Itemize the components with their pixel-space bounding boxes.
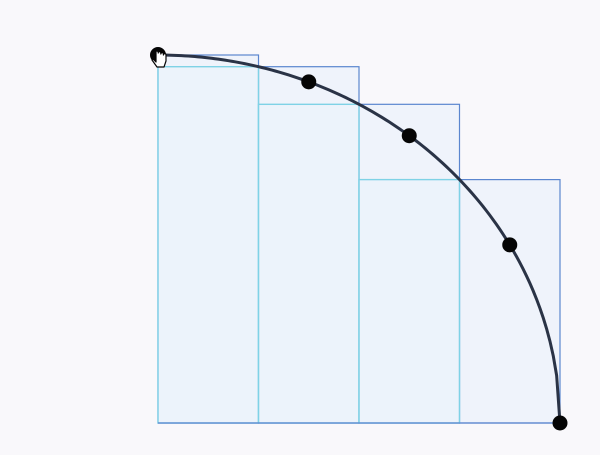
sample-point-3[interactable] <box>401 128 417 144</box>
sample-point-2[interactable] <box>301 74 317 90</box>
function-curve <box>156 53 562 425</box>
lower-rectangle-3 <box>358 178 461 424</box>
hand-pointer-icon[interactable] <box>150 47 167 68</box>
lower-rectangle-1 <box>157 66 260 424</box>
sample-point-4[interactable] <box>502 237 518 253</box>
lower-rectangles-group <box>157 66 461 424</box>
upper-rectangle-4 <box>458 179 561 424</box>
sample-points-group <box>301 74 568 431</box>
lower-rectangle-2 <box>257 103 360 424</box>
sample-point-5[interactable] <box>552 415 568 431</box>
